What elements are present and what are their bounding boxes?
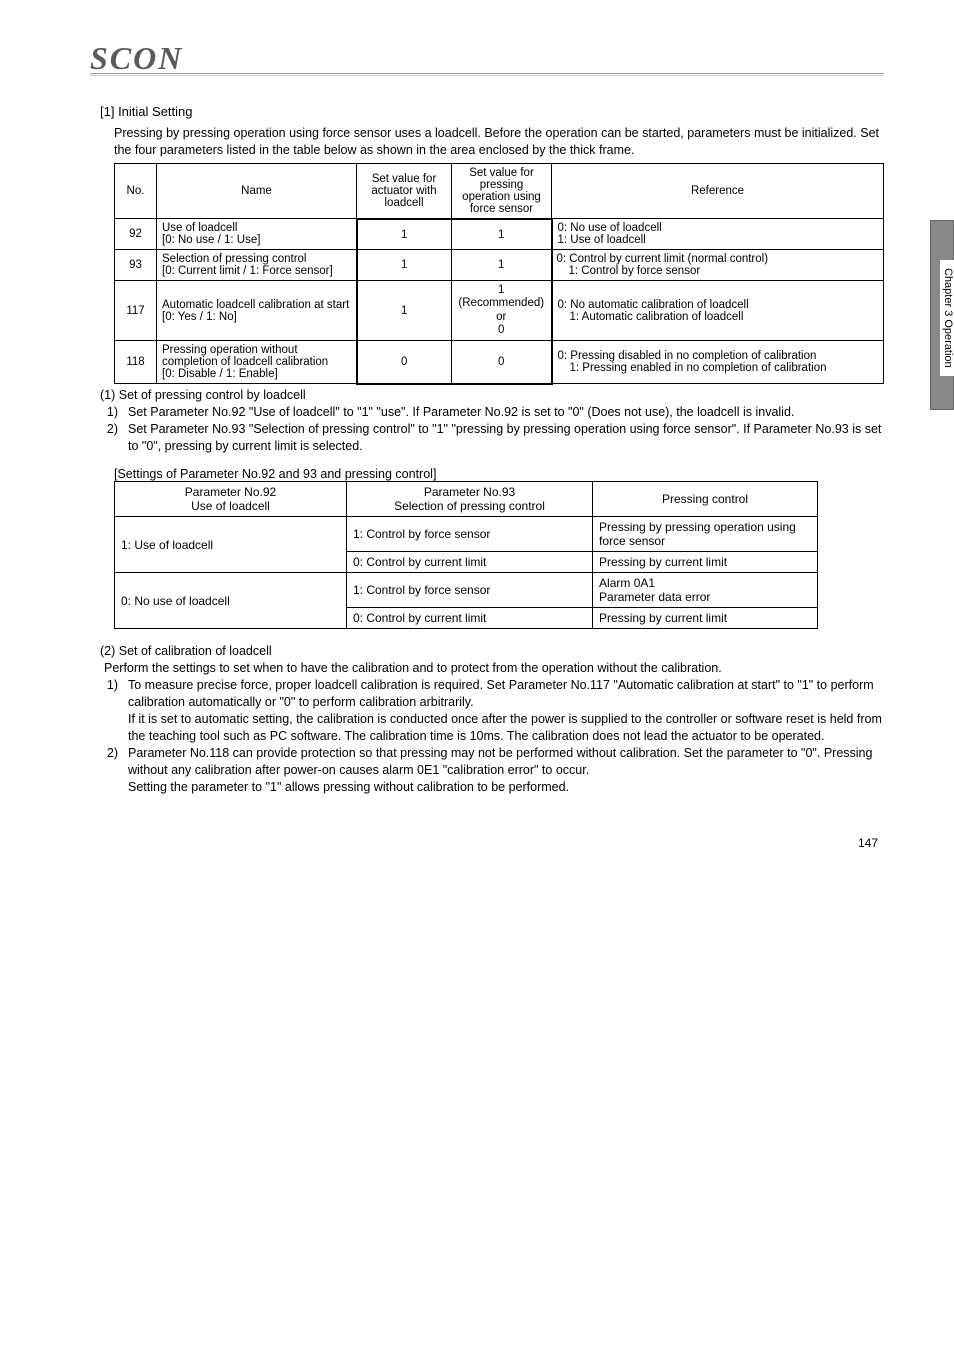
table-row: 118 Pressing operation without completio… (115, 341, 884, 384)
chapter-tab-label: Chapter 3 Operation (940, 260, 954, 376)
th-no: No. (115, 163, 157, 219)
cell: 1: Control by force sensor (346, 517, 592, 552)
list-number: 2) (100, 421, 128, 455)
list2-heading: (2) Set of calibration of loadcell (100, 643, 884, 660)
list-number: 1) (100, 677, 128, 745)
cell-name: Pressing operation without completion of… (157, 341, 357, 384)
table2-caption: [Settings of Parameter No.92 and 93 and … (114, 467, 884, 481)
th-name: Name (157, 163, 357, 219)
section-intro: Pressing by pressing operation using for… (114, 125, 884, 159)
cell-svp: 1 (Recommended) or 0 (452, 281, 552, 341)
cell: Pressing by pressing operation using for… (593, 517, 818, 552)
cell: Pressing by current limit (593, 552, 818, 573)
list-item: Parameter No.118 can provide protection … (128, 745, 884, 796)
th-svp: Set value for pressing operation using f… (452, 163, 552, 219)
table-row: 0: No use of loadcell 1: Control by forc… (115, 573, 818, 608)
cell: Pressing by current limit (593, 608, 818, 629)
table-row: 93 Selection of pressing control [0: Cur… (115, 250, 884, 281)
cell-ref: 0: Control by current limit (normal cont… (552, 250, 884, 281)
list-item: To measure precise force, proper loadcel… (128, 677, 884, 745)
cell-name: Automatic loadcell calibration at start … (157, 281, 357, 341)
cell-sva: 1 (357, 281, 452, 341)
list-item: Set Parameter No.93 "Selection of pressi… (128, 421, 884, 455)
cell-no: 117 (115, 281, 157, 341)
table-row: 92 Use of loadcell [0: No use / 1: Use] … (115, 219, 884, 250)
th: Parameter No.93 Selection of pressing co… (346, 482, 592, 517)
th: Pressing control (593, 482, 818, 517)
cell-no: 93 (115, 250, 157, 281)
list1-heading: (1) Set of pressing control by loadcell (100, 387, 884, 404)
th-ref: Reference (552, 163, 884, 219)
cell-svp: 0 (452, 341, 552, 384)
table-row: 1: Use of loadcell 1: Control by force s… (115, 517, 818, 552)
table-row: 117 Automatic loadcell calibration at st… (115, 281, 884, 341)
list-number: 1) (100, 404, 128, 421)
cell: 1: Control by force sensor (346, 573, 592, 608)
cell: 0: No use of loadcell (115, 573, 347, 629)
cell-ref: 0: No use of loadcell 1: Use of loadcell (552, 219, 884, 250)
cell: 0: Control by current limit (346, 608, 592, 629)
page-number: 147 (90, 836, 884, 850)
cell-name: Use of loadcell [0: No use / 1: Use] (157, 219, 357, 250)
th: Parameter No.92 Use of loadcell (115, 482, 347, 517)
logo: SCON (90, 40, 884, 77)
cell-name: Selection of pressing control [0: Curren… (157, 250, 357, 281)
cell-sva: 0 (357, 341, 452, 384)
section-heading: [1] Initial Setting (100, 104, 884, 119)
cell: 0: Control by current limit (346, 552, 592, 573)
settings-table: Parameter No.92 Use of loadcell Paramete… (114, 481, 818, 629)
cell-ref: 0: Pressing disabled in no completion of… (552, 341, 884, 384)
cell: 1: Use of loadcell (115, 517, 347, 573)
list-item: Set Parameter No.92 "Use of loadcell" to… (128, 404, 884, 421)
cell-sva: 1 (357, 250, 452, 281)
cell-no: 92 (115, 219, 157, 250)
list2-intro: Perform the settings to set when to have… (104, 660, 884, 677)
cell-ref: 0: No automatic calibration of loadcell … (552, 281, 884, 341)
list-number: 2) (100, 745, 128, 796)
logo-divider (90, 73, 884, 76)
cell-svp: 1 (452, 219, 552, 250)
cell-sva: 1 (357, 219, 452, 250)
parameter-table: No. Name Set value for actuator with loa… (114, 163, 884, 385)
th-sva: Set value for actuator with loadcell (357, 163, 452, 219)
cell-no: 118 (115, 341, 157, 384)
cell: Alarm 0A1 Parameter data error (593, 573, 818, 608)
cell-svp: 1 (452, 250, 552, 281)
